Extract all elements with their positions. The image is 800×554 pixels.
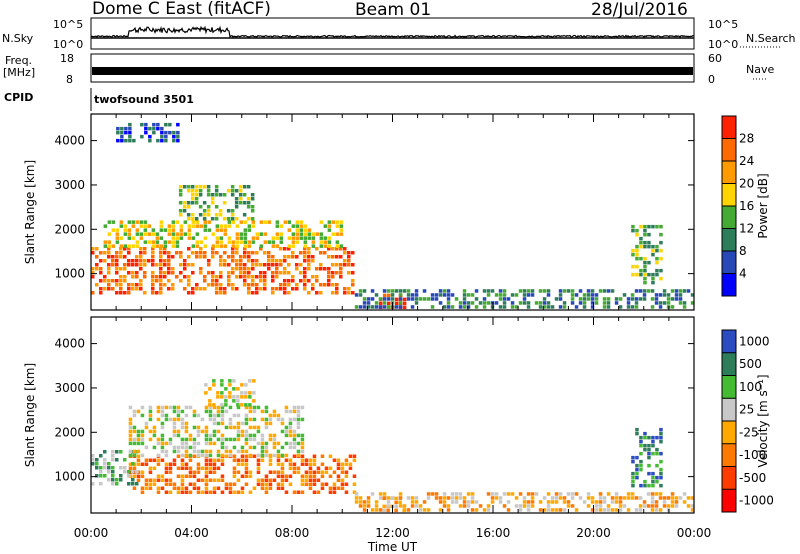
power-scatter-region <box>103 220 344 248</box>
freq-label-line1: Freq. <box>5 54 33 67</box>
power-colorbar-segment <box>722 138 736 162</box>
freq-tick-bottom: 8 <box>66 73 73 86</box>
power-colorbar-segment <box>722 273 736 297</box>
velocity-colorbar-segment <box>722 352 736 376</box>
cpid-name: twofsound 3501 <box>94 93 194 106</box>
colorbar-tick-label: 20 <box>739 177 754 191</box>
freq-strip-frame <box>90 53 695 83</box>
colorbar-tick-label: 8 <box>739 244 747 258</box>
velocity-scatter-region <box>631 427 663 488</box>
xtick-label: 00:00 <box>677 526 712 540</box>
colorbar-tick-label: 4 <box>739 267 747 281</box>
power-scatter-region <box>178 185 255 221</box>
ytick-label: 4000 <box>54 337 85 351</box>
power-colorbar-segment <box>722 161 736 184</box>
colorbar-tick-label: 1000 <box>739 334 770 348</box>
colorbar-label: Velocity [m s⁻¹] <box>756 374 770 467</box>
xtick-label: 16:00 <box>476 526 511 540</box>
velocity-scatter-region <box>128 405 305 458</box>
nave-tick-bottom: 0 <box>708 73 715 86</box>
power-scatter-region <box>354 289 695 309</box>
ytick-label: 2000 <box>54 425 85 439</box>
nsearch-tick-bottom: 10^0 <box>708 38 739 51</box>
colorbar-tick-label: -100 <box>739 448 766 462</box>
xtick-label: 04:00 <box>174 526 209 540</box>
power-colorbar-segment <box>722 206 736 229</box>
nsky-label: N.Sky <box>2 32 34 45</box>
colorbar-label: Power [dB] <box>756 173 770 238</box>
xtick-label: 12:00 <box>375 526 410 540</box>
velocity-colorbar-segment <box>722 398 736 422</box>
velocity-colorbar-segment <box>722 443 736 467</box>
nsky-tick-top: 10^5 <box>53 18 84 31</box>
freq-tick-top: 18 <box>60 52 74 65</box>
date-title: 28/Jul/2016 <box>591 0 688 20</box>
power-scatter-region <box>116 122 180 143</box>
velocity-colorbar-segment <box>722 466 736 490</box>
velocity-colorbar-segment <box>722 330 736 354</box>
nave-label: Nave <box>746 63 775 76</box>
colorbar-tick-label: -1000 <box>739 494 774 508</box>
beam-title: Beam 01 <box>355 0 432 20</box>
nsky-tick-bottom: 10^0 <box>53 38 84 51</box>
colorbar-tick-label: -500 <box>739 471 766 485</box>
xtick-label: 20:00 <box>576 526 611 540</box>
colorbar-tick-label: -25 <box>739 425 759 439</box>
nsearch-label: N.Search <box>746 32 796 45</box>
ytick-label: 4000 <box>54 134 85 148</box>
colorbar-tick-label: 25 <box>739 403 754 417</box>
velocity-colorbar-segment <box>722 489 736 513</box>
ytick-label: 3000 <box>54 381 85 395</box>
yaxis-label: Slant Range [km] <box>23 160 37 264</box>
freq-trace-band <box>92 67 693 75</box>
xaxis-label: Time UT <box>367 540 418 554</box>
station-title: Dome C East (fitACF) <box>92 0 271 19</box>
colorbar-tick-label: 24 <box>739 154 754 168</box>
ytick-label: 2000 <box>54 222 85 236</box>
ytick-label: 1000 <box>54 267 85 281</box>
colorbar-tick-label: 16 <box>739 199 754 213</box>
velocity-colorbar-segment <box>722 421 736 445</box>
velocity-panel: 1000 2000 3000 4000 Slant Range [km] 1000 500 1… <box>23 316 774 514</box>
nsky-strip-frame <box>90 17 695 50</box>
nsearch-tick-top: 10^5 <box>708 18 739 31</box>
colorbar-tick-label: 500 <box>739 357 762 371</box>
nsky-trace <box>90 25 695 38</box>
power-colorbar-segment <box>722 116 736 139</box>
colorbar-tick-label: 12 <box>739 222 754 236</box>
xtick-label: 00:00 <box>74 526 109 540</box>
cpid-label: CPID <box>4 91 34 104</box>
power-scatter-region <box>631 224 663 285</box>
velocity-scatter-region <box>354 492 695 512</box>
power-colorbar-segment <box>722 251 736 274</box>
power-colorbar-segment <box>722 183 736 207</box>
colorbar-tick-label: 100 <box>739 380 762 394</box>
nave-tick-top: 60 <box>708 52 722 65</box>
xtick-label: 08:00 <box>275 526 310 540</box>
freq-label-line2: [MHz] <box>3 66 36 79</box>
velocity-scatter-region <box>128 454 357 494</box>
velocity-colorbar-segment <box>722 375 736 399</box>
power-scatter-region <box>91 247 355 295</box>
power-panel: 1000 2000 3000 4000 Slant Range [km] 4 8 12 16 20… <box>23 113 770 311</box>
ytick-label: 3000 <box>54 178 85 192</box>
power-colorbar-segment <box>722 228 736 252</box>
yaxis-label: Slant Range [km] <box>23 363 37 467</box>
velocity-scatter-region <box>204 379 256 407</box>
ytick-label: 1000 <box>54 470 85 484</box>
colorbar-tick-label: 28 <box>739 132 754 146</box>
